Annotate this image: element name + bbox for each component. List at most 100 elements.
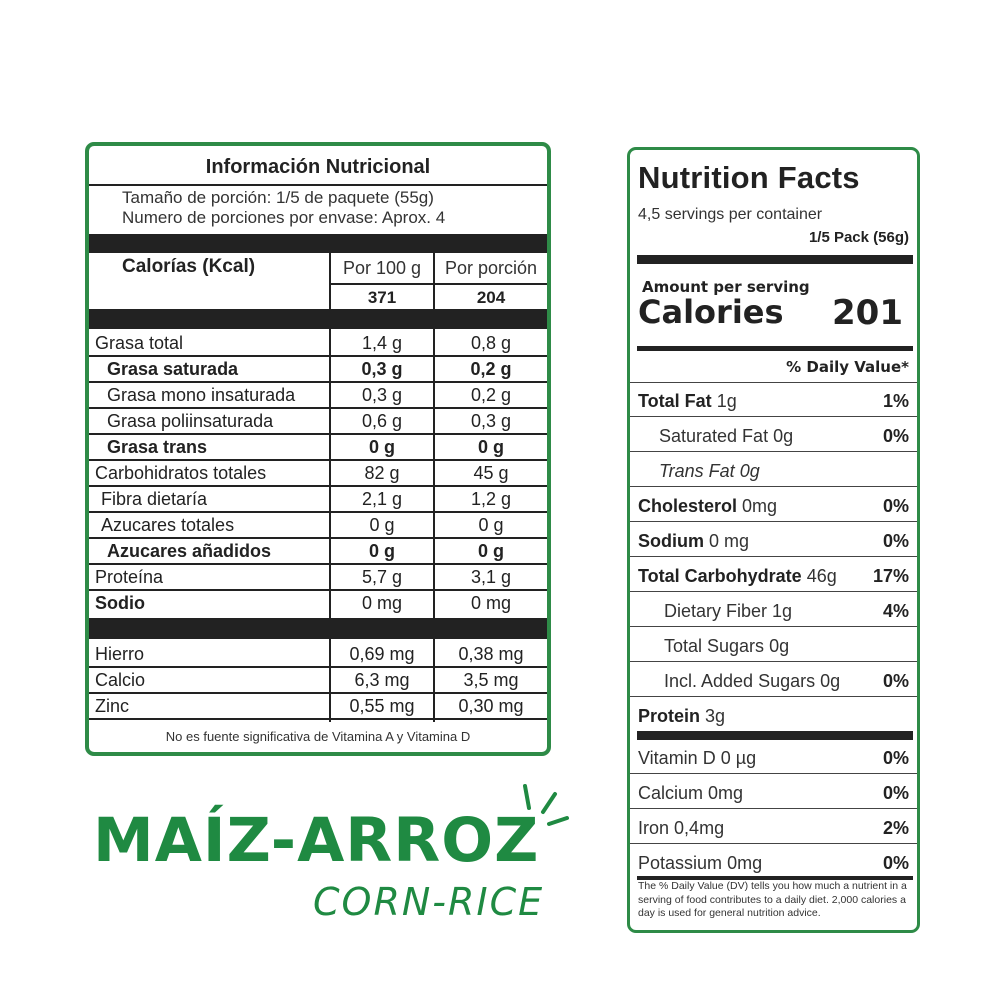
en-row-dv: 0% xyxy=(882,783,909,803)
en-thin-divider xyxy=(630,382,917,383)
es-column-separator xyxy=(433,253,435,309)
es-row-label: Calcio xyxy=(95,670,146,690)
en-row-name: Cholesterol xyxy=(638,496,738,516)
es-row-label: Hierro xyxy=(95,644,145,664)
es-row-value-100g: 5,7 g xyxy=(361,567,403,587)
brand-name: MAÍZ-ARROZ xyxy=(93,805,540,876)
es-row-label: Azucares añadidos xyxy=(107,541,272,561)
en-row-total-fat: Total Fat 1g 1% xyxy=(630,383,917,417)
en-row-added-sugars: Incl. Added Sugars 0g 0% xyxy=(630,663,917,697)
es-row-value-100g: 0 g xyxy=(368,541,395,561)
en-row-dv: 2% xyxy=(882,818,909,838)
en-calories-value: 201 xyxy=(832,293,903,333)
en-row-amount: 3g xyxy=(705,706,726,726)
es-row-label: Grasa trans xyxy=(107,437,208,457)
en-row-dv: 0% xyxy=(882,531,909,551)
en-row-dietary-fiber: Dietary Fiber 1g 4% xyxy=(630,593,917,627)
es-column-separator xyxy=(433,329,435,618)
es-row-value-100g: 0,55 mg xyxy=(349,696,415,716)
en-row-amount: 0mg xyxy=(742,496,778,516)
en-row-name: Total Carbohydrate xyxy=(638,566,802,586)
en-row-name: Protein xyxy=(638,706,701,726)
en-panel-title: Nutrition Facts xyxy=(638,160,860,195)
es-row-value-portion: 0,2 g xyxy=(470,385,512,405)
en-servings-per-container: 4,5 servings per container xyxy=(638,206,823,223)
en-row-amount: 0mg xyxy=(708,783,744,803)
es-row-value-portion: 0,30 mg xyxy=(458,696,524,716)
es-row-fibra: Fibra dietaría 2,1 g 1,2 g xyxy=(89,487,547,513)
es-row-label: Grasa poliinsaturada xyxy=(107,411,274,431)
en-row-amount: 1g xyxy=(772,601,793,621)
en-footnote: The % Daily Value (DV) tells you how muc… xyxy=(638,880,907,919)
es-serving-info: Tamaño de porción: 1/5 de paquete (55g) … xyxy=(122,188,445,228)
es-header-divider xyxy=(331,283,547,285)
en-medium-divider xyxy=(637,346,913,351)
en-row-amount: 0 mg xyxy=(709,531,750,551)
es-calories-100g: 371 xyxy=(367,288,397,307)
es-col-header-100g: Por 100 g xyxy=(342,258,422,278)
es-row-value-100g: 0,6 g xyxy=(361,411,403,431)
es-row-label: Grasa saturada xyxy=(107,359,239,379)
en-row-name: Potassium xyxy=(638,853,723,873)
en-row-dv: 0% xyxy=(882,671,909,691)
en-row-amount: 0mg xyxy=(727,853,763,873)
es-column-separator xyxy=(329,639,331,722)
es-row-value-100g: 2,1 g xyxy=(361,489,403,509)
es-footnote: No es fuente significativa de Vitamina A… xyxy=(165,729,471,744)
english-nutrition-panel: Nutrition Facts 4,5 servings per contain… xyxy=(627,147,920,933)
es-column-separator xyxy=(329,329,331,618)
es-column-separator xyxy=(329,253,331,309)
en-daily-value-header: % Daily Value* xyxy=(786,358,909,376)
es-row-value-100g: 0,3 g xyxy=(361,359,403,379)
en-row-amount: 0 µg xyxy=(720,748,757,768)
es-row-value-100g: 6,3 mg xyxy=(354,670,410,690)
es-row-value-portion: 0 mg xyxy=(470,593,512,613)
en-row-saturated-fat: Saturated Fat 0g 0% xyxy=(630,418,917,452)
es-row-label: Carbohidratos totales xyxy=(95,463,267,483)
en-row-protein: Protein 3g xyxy=(630,698,917,730)
es-row-grasa-saturada: Grasa saturada 0,3 g 0,2 g xyxy=(89,357,547,383)
en-row-name: Total Fat xyxy=(638,391,712,411)
es-row-value-portion: 0 g xyxy=(478,515,504,535)
es-row-label: Proteína xyxy=(95,567,164,587)
es-row-azucares-anadidos: Azucares añadidos 0 g 0 g xyxy=(89,539,547,565)
es-row-label: Zinc xyxy=(95,696,130,716)
es-row-label: Grasa mono insaturada xyxy=(107,385,296,405)
es-panel-title: Información Nutricional xyxy=(89,146,547,186)
es-row-value-100g: 0,69 mg xyxy=(349,644,415,664)
en-row-calcium: Calcium 0mg 0% xyxy=(630,775,917,809)
es-row-carbohidratos: Carbohidratos totales 82 g 45 g xyxy=(89,461,547,487)
es-row-calcio: Calcio 6,3 mg 3,5 mg xyxy=(89,668,547,694)
es-divider-bar xyxy=(89,309,547,329)
en-thick-divider xyxy=(637,731,913,740)
es-row-value-100g: 0,3 g xyxy=(361,385,403,405)
en-row-dv: 1% xyxy=(882,391,909,411)
es-row-label: Fibra dietaría xyxy=(101,489,208,509)
en-row-cholesterol: Cholesterol 0mg 0% xyxy=(630,488,917,522)
en-row-potassium: Potassium 0mg 0% xyxy=(630,845,917,879)
en-serving-size: 1/5 Pack (56g) xyxy=(808,229,909,246)
es-column-separator xyxy=(433,639,435,722)
es-row-value-portion: 0,8 g xyxy=(470,333,512,353)
en-row-amount: 0g xyxy=(773,426,794,446)
es-row-grasa-trans: Grasa trans 0 g 0 g xyxy=(89,435,547,461)
es-row-value-portion: 0,38 mg xyxy=(458,644,524,664)
es-row-value-100g: 0 mg xyxy=(361,593,403,613)
es-row-value-100g: 82 g xyxy=(364,463,400,483)
en-row-amount: 0g xyxy=(739,461,760,481)
en-row-iron: Iron 0,4mg 2% xyxy=(630,810,917,844)
en-row-total-sugars: Total Sugars 0g xyxy=(630,628,917,662)
es-divider-bar xyxy=(89,234,547,253)
es-calories-portion: 204 xyxy=(476,288,506,307)
en-row-name: Vitamin D xyxy=(638,748,716,768)
en-row-total-carbohydrate: Total Carbohydrate 46g 17% xyxy=(630,558,917,592)
es-row-value-100g: 0 g xyxy=(369,515,395,535)
es-servings-per-package: Numero de porciones por envase: Aprox. 4 xyxy=(122,208,446,227)
es-row-value-100g: 1,4 g xyxy=(361,333,403,353)
es-row-hierro: Hierro 0,69 mg 0,38 mg xyxy=(89,642,547,668)
en-amount-per-serving: Amount per serving xyxy=(642,278,810,296)
es-serving-size: Tamaño de porción: 1/5 de paquete (55g) xyxy=(122,188,434,207)
es-row-label: Sodio xyxy=(95,593,145,613)
en-row-name: Total Sugars xyxy=(664,636,765,656)
en-row-name: Saturated Fat xyxy=(659,426,769,446)
